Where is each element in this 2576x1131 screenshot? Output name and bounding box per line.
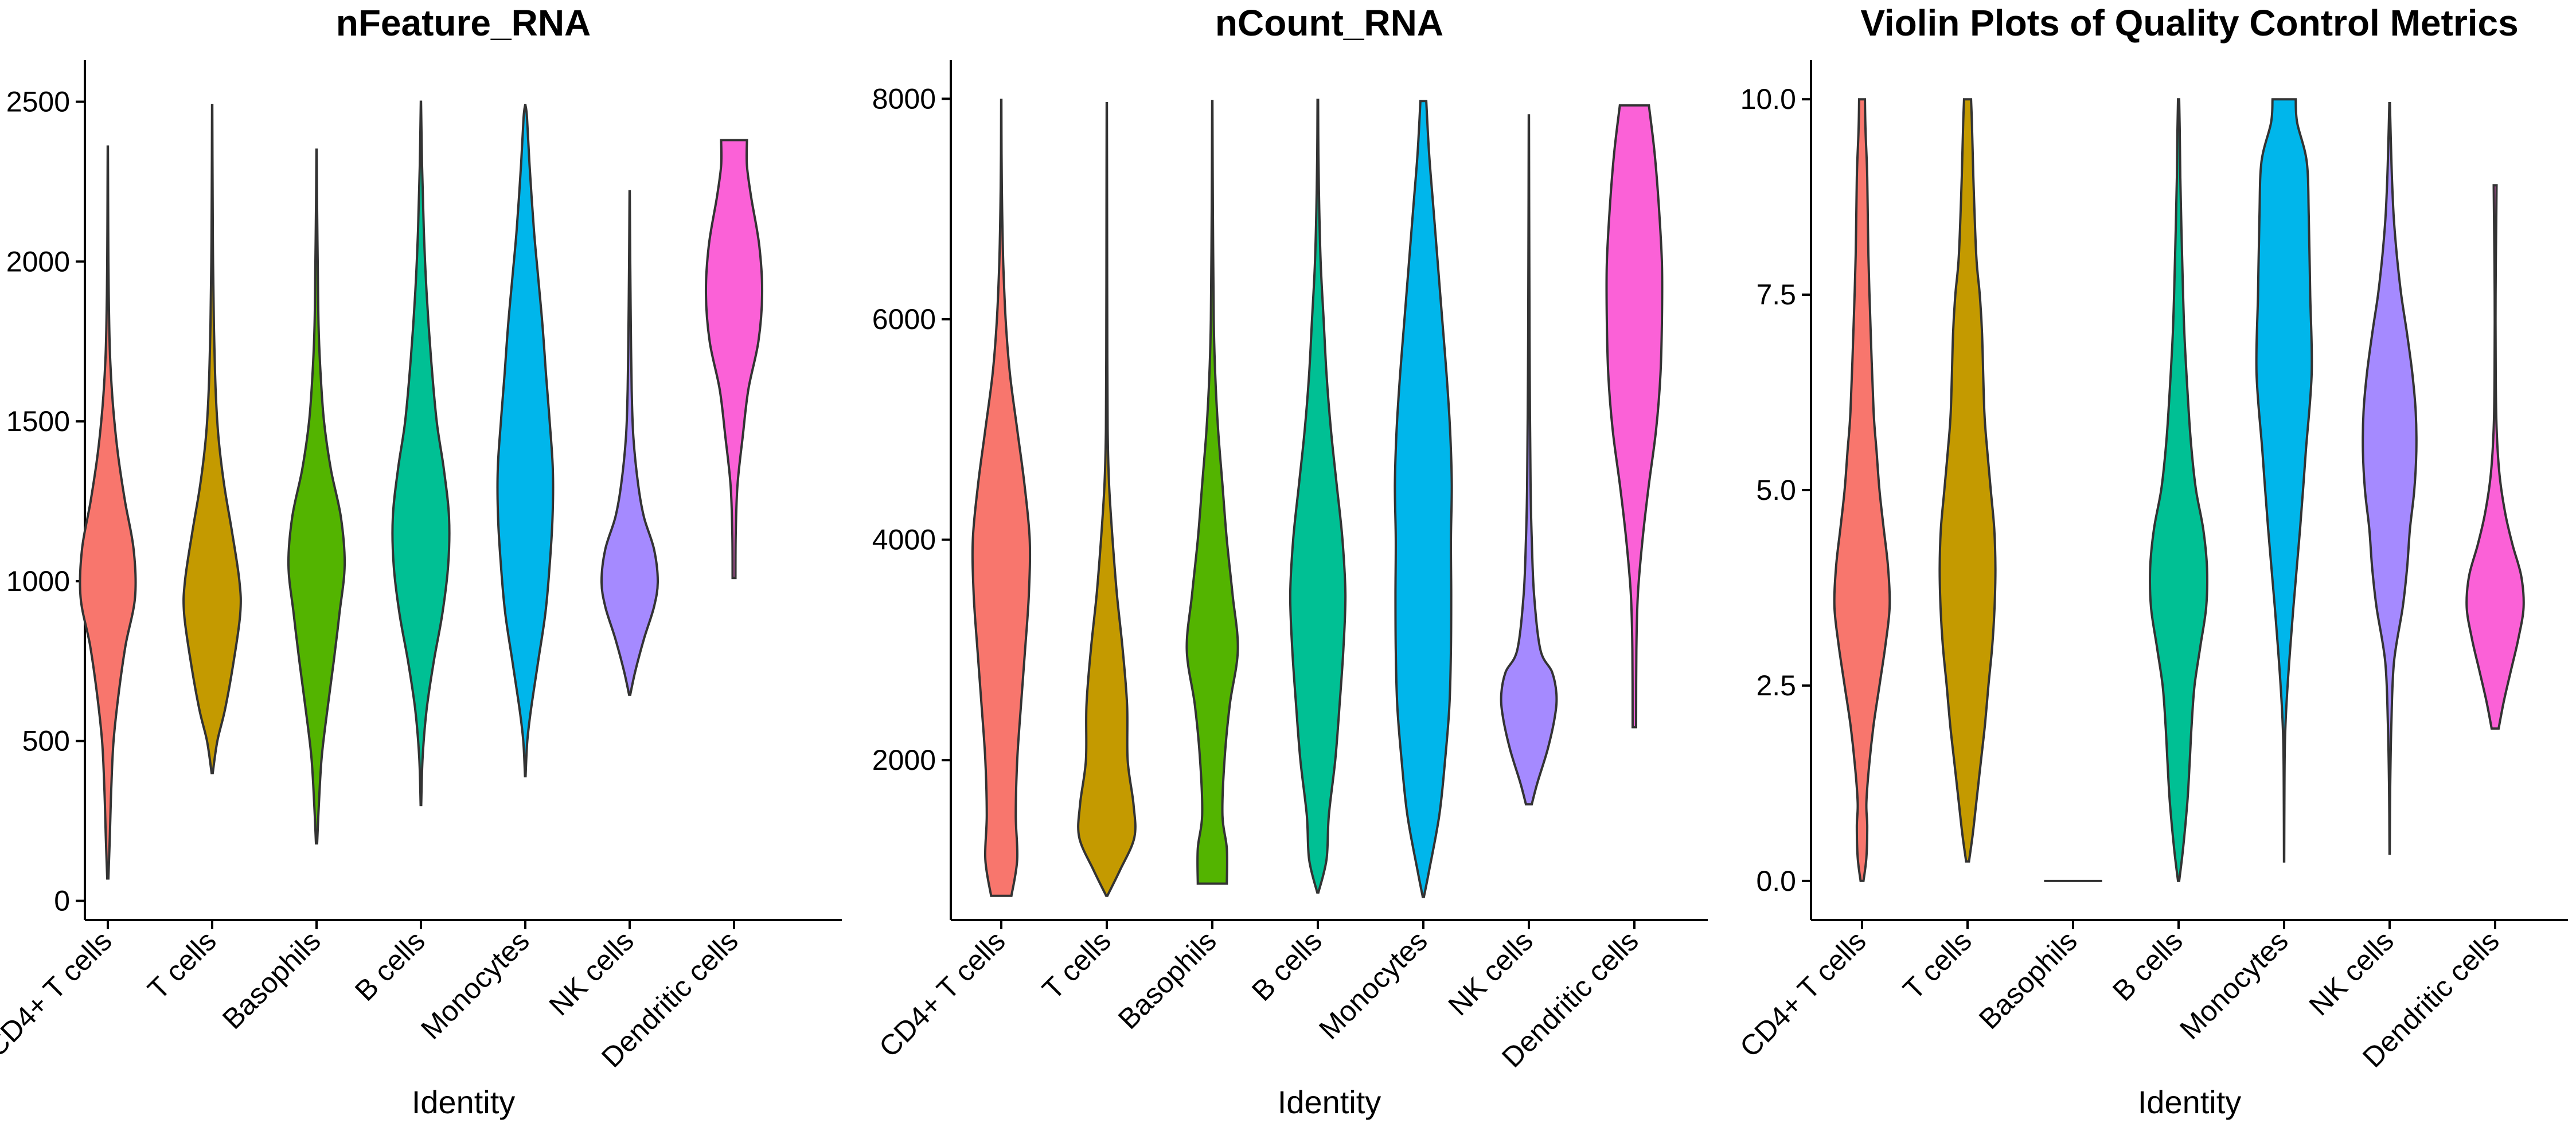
y-tick-label: 5.0 <box>1756 474 1796 506</box>
panel-1: nFeature_RNA 0 500 1000 1500 2000 2500 CD4+ T c… <box>0 2 842 1120</box>
x-tick-label: Monocytes <box>2173 925 2294 1046</box>
violin-5 <box>1500 114 1558 806</box>
violin-0 <box>1833 98 1891 882</box>
x-tick-label: Basophils <box>1973 925 2083 1035</box>
x-tick-label: Monocytes <box>1313 925 1434 1046</box>
violin-4 <box>2255 98 2313 863</box>
x-tick-label: T cells <box>1897 925 1978 1005</box>
x-axis-label: Identity <box>2138 1084 2242 1120</box>
panel-2: nCount_RNA 2000 4000 6000 8000 CD4+ T cells T … <box>872 2 1708 1120</box>
x-tick-label: Monocytes <box>415 925 536 1046</box>
x-tick-label: B cells <box>349 925 431 1007</box>
violin-4 <box>1394 100 1453 898</box>
y-tick-label: 0 <box>54 885 70 917</box>
panel-title: nCount_RNA <box>1215 2 1443 44</box>
panel-title: Violin Plots of Quality Control Metrics <box>1860 2 2518 44</box>
x-tick-label: B cells <box>1246 925 1328 1007</box>
y-tick-label: 1000 <box>6 565 70 597</box>
violin-0 <box>79 145 137 880</box>
violin-3 <box>391 100 451 807</box>
x-tick-label: NK cells <box>2303 925 2400 1022</box>
x-axis-label: Identity <box>412 1084 516 1120</box>
violin-3 <box>2149 98 2208 882</box>
x-axis-label: Identity <box>1278 1084 1381 1120</box>
y-tick-label: 2000 <box>872 744 936 776</box>
y-tick-label: 6000 <box>872 303 936 335</box>
violin-6 <box>1605 104 1664 729</box>
panel-3: Violin Plots of Quality Control Metrics 0… <box>1734 2 2568 1120</box>
x-tick-label: Basophils <box>216 925 327 1035</box>
violin-2 <box>1185 100 1239 885</box>
x-tick-label: CD4+ T cells <box>0 925 118 1063</box>
violin-1 <box>182 104 242 774</box>
panel-title: nFeature_RNA <box>336 2 591 44</box>
y-tick-label: 500 <box>22 725 70 757</box>
x-tick-label: T cells <box>1036 925 1117 1005</box>
violin-2 <box>287 148 346 845</box>
violin-0 <box>971 99 1032 897</box>
y-tick-label: 2000 <box>6 245 70 277</box>
x-tick-label: T cells <box>142 925 223 1005</box>
violin-1 <box>1938 98 1997 863</box>
x-tick-label: B cells <box>2106 925 2189 1007</box>
violin-6 <box>704 139 764 580</box>
violin-5 <box>2362 102 2418 855</box>
violin-3 <box>1289 99 1347 894</box>
violin-1 <box>1077 102 1137 897</box>
y-tick-label: 1500 <box>6 405 70 437</box>
y-tick-label: 7.5 <box>1756 279 1796 311</box>
y-tick-label: 2500 <box>6 85 70 118</box>
y-tick-label: 4000 <box>872 524 936 556</box>
violin-5 <box>600 190 659 696</box>
y-tick-label: 10.0 <box>1740 83 1796 115</box>
y-tick-label: 2.5 <box>1756 670 1796 702</box>
y-tick-label: 8000 <box>872 83 936 115</box>
x-tick-label: NK cells <box>1442 925 1539 1022</box>
x-tick-label: CD4+ T cells <box>873 925 1012 1063</box>
x-tick-label: CD4+ T cells <box>1734 925 1872 1063</box>
x-tick-label: NK cells <box>543 925 640 1022</box>
y-tick-label: 0.0 <box>1756 865 1796 897</box>
violin-6 <box>2465 184 2525 730</box>
x-tick-label: Basophils <box>1112 925 1223 1035</box>
violin-4 <box>496 104 555 778</box>
